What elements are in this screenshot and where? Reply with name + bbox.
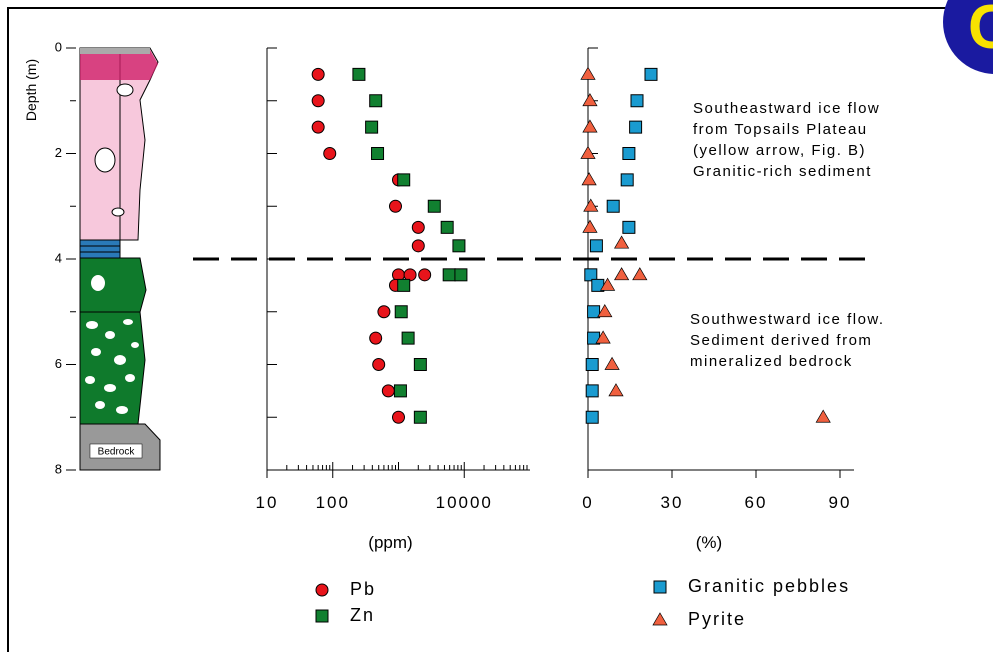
x-tick-label: 100 — [316, 493, 350, 512]
point — [397, 278, 411, 292]
point — [394, 305, 408, 319]
point — [323, 147, 337, 160]
panel-badge: C — [943, 0, 993, 74]
point — [595, 330, 611, 344]
strat-column: Bedrock — [79, 47, 161, 471]
point — [606, 199, 620, 213]
point — [582, 93, 598, 107]
plot-area: 0 2 4 6 8 10 100 10000 (ppm) Pb Zn 0 30 60 90 (%) Granit… — [55, 39, 885, 629]
point — [584, 268, 598, 282]
point — [622, 220, 636, 234]
point — [381, 384, 395, 398]
point — [597, 304, 613, 318]
y-tick-label: 2 — [55, 145, 62, 160]
point — [582, 219, 598, 233]
annotation: Southeastward ice flow — [693, 100, 880, 117]
annotation: Granitic-rich sediment — [693, 163, 872, 180]
point — [413, 358, 427, 371]
point — [585, 410, 599, 424]
point — [377, 305, 391, 319]
x-axis-label: (ppm) — [368, 533, 412, 552]
point — [311, 120, 325, 134]
panel-label: C — [968, 0, 993, 62]
point — [632, 267, 648, 281]
point — [589, 239, 603, 253]
x-axis-label: (%) — [696, 533, 722, 552]
point — [369, 94, 383, 108]
x-tick-label: 10 — [256, 493, 279, 512]
point — [644, 67, 658, 81]
legend-label: Granitic pebbles — [688, 576, 850, 596]
legend-marker — [652, 612, 668, 626]
x-tick-label: 60 — [745, 493, 768, 512]
y-axis-label: Depth (m) — [23, 59, 39, 121]
point — [397, 173, 411, 187]
point — [371, 147, 385, 160]
point — [622, 147, 636, 160]
x-tick-label: 0 — [582, 493, 593, 512]
point — [372, 358, 386, 371]
point — [599, 277, 616, 291]
annotation: Sediment derived from — [690, 332, 872, 349]
point — [454, 268, 468, 282]
annotation: Southwestward ice flow. — [690, 311, 885, 328]
annotation: from Topsails Plateau — [693, 121, 868, 138]
point — [613, 267, 630, 281]
y-tick-label: 8 — [55, 461, 62, 476]
legend-marker — [653, 580, 667, 594]
point — [392, 410, 405, 424]
point — [585, 358, 599, 371]
legend-marker — [315, 609, 329, 623]
point — [580, 145, 596, 159]
point — [604, 356, 620, 370]
point — [411, 220, 425, 234]
point — [440, 220, 454, 234]
x-tick-label: 30 — [661, 493, 684, 512]
point — [582, 119, 598, 133]
point — [587, 305, 601, 319]
point — [352, 67, 366, 81]
point — [393, 384, 407, 398]
point — [365, 120, 379, 134]
point — [620, 173, 634, 187]
point — [442, 268, 456, 282]
bedrock-label: Bedrock — [98, 447, 136, 458]
point — [452, 239, 466, 253]
point — [411, 239, 425, 253]
point — [583, 198, 599, 212]
legend-label: Zn — [350, 605, 375, 625]
annotation: (yellow arrow, Fig. B) — [693, 142, 866, 159]
point — [630, 94, 644, 108]
point — [629, 120, 643, 134]
legend-label: Pb — [350, 579, 376, 599]
point — [427, 199, 441, 213]
annotation: mineralized bedrock — [690, 353, 853, 370]
x-tick-label: 90 — [829, 493, 852, 512]
y-tick-label: 6 — [55, 356, 62, 371]
point — [580, 66, 596, 80]
point — [581, 172, 597, 186]
point — [311, 67, 325, 81]
x-tick-label: 10000 — [436, 493, 493, 512]
point — [401, 331, 415, 345]
point — [388, 199, 402, 213]
point — [613, 235, 630, 249]
point — [608, 383, 624, 397]
point — [311, 94, 325, 108]
y-tick-label: 4 — [55, 250, 62, 265]
y-tick-label: 0 — [55, 39, 62, 54]
legend-label: Pyrite — [688, 609, 746, 629]
frame — [7, 7, 993, 652]
legend-marker — [315, 583, 329, 597]
point — [413, 410, 427, 424]
point — [369, 331, 383, 345]
point — [585, 384, 599, 398]
point — [815, 409, 831, 423]
point — [418, 268, 432, 282]
